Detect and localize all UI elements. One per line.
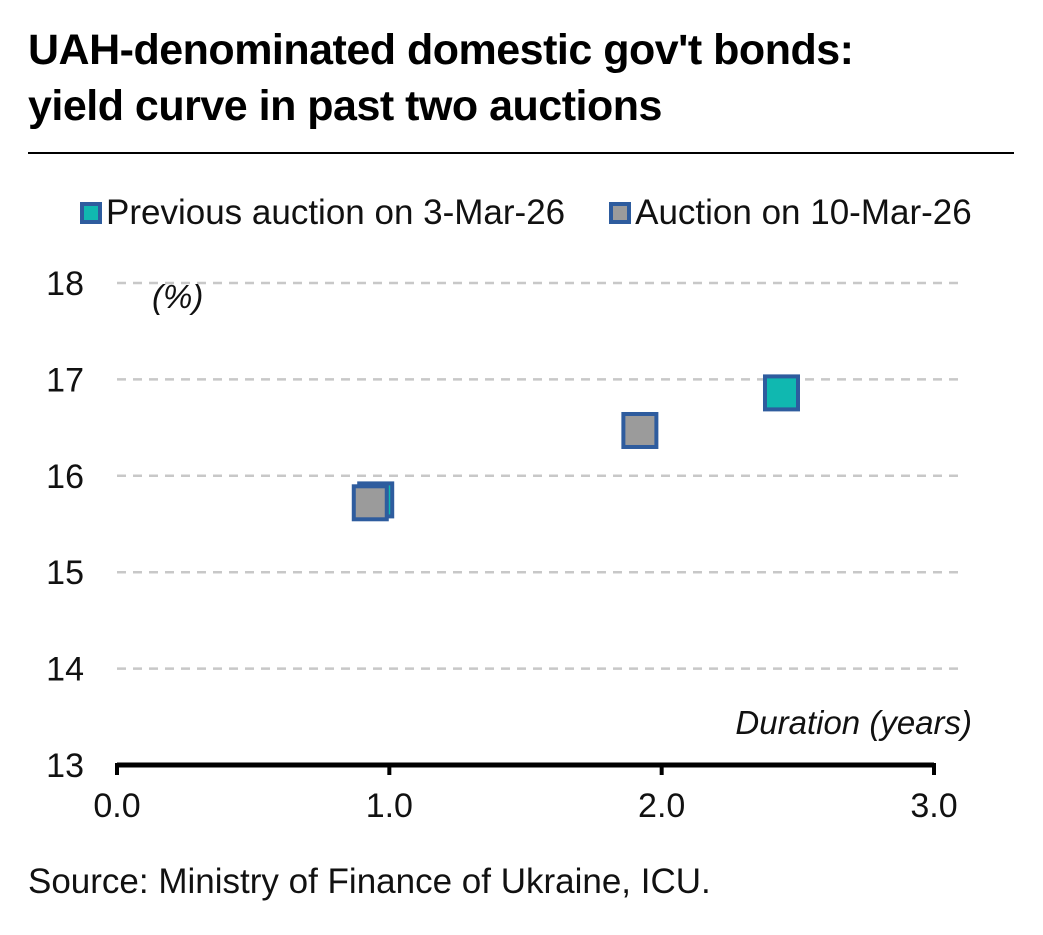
data-point-series-1-1	[621, 411, 659, 449]
x-tick-label: 2.0	[638, 787, 685, 825]
source-note: Source: Ministry of Finance of Ukraine, …	[28, 862, 711, 901]
legend-swatch-current	[609, 202, 632, 224]
legend-swatch-previous	[80, 202, 102, 224]
y-tick-label: 17	[46, 361, 84, 399]
y-tick-label: 15	[46, 554, 84, 592]
chart-title: UAH-denominated domestic gov't bonds: yi…	[28, 22, 1018, 134]
data-point-series-0-1	[762, 374, 800, 412]
chart-title-line-2: yield curve in past two auctions	[28, 82, 662, 130]
legend-label-current: Auction on 10-Mar-26	[635, 193, 972, 232]
y-tick-label: 16	[46, 458, 84, 496]
y-tick-label: 18	[46, 265, 84, 303]
x-tick-label: 3.0	[910, 787, 957, 825]
chart-title-line-1: UAH-denominated domestic gov't bonds:	[28, 26, 854, 74]
x-tick-label: 1.0	[366, 787, 413, 825]
legend-label-previous: Previous auction on 3-Mar-26	[106, 193, 566, 232]
y-tick-label: 14	[46, 651, 84, 689]
chart-legend: Previous auction on 3-Mar-26 Auction on …	[80, 192, 1016, 234]
x-tick-label: 0.0	[93, 787, 140, 825]
data-point-series-1-0	[351, 484, 389, 522]
x-axis-label: Duration (years)	[735, 704, 972, 741]
legend-item-previous: Previous auction on 3-Mar-26	[80, 193, 565, 233]
title-divider	[28, 152, 1014, 154]
y-axis-label: (%)	[152, 278, 203, 315]
scatter-chart: 13 14 15 16 17 18 0.0 1.0 2.0 3.0 (%) Duration (yea…	[46, 265, 972, 825]
legend-item-current: Auction on 10-Mar-26	[609, 193, 972, 233]
y-tick-label: 13	[46, 747, 84, 785]
